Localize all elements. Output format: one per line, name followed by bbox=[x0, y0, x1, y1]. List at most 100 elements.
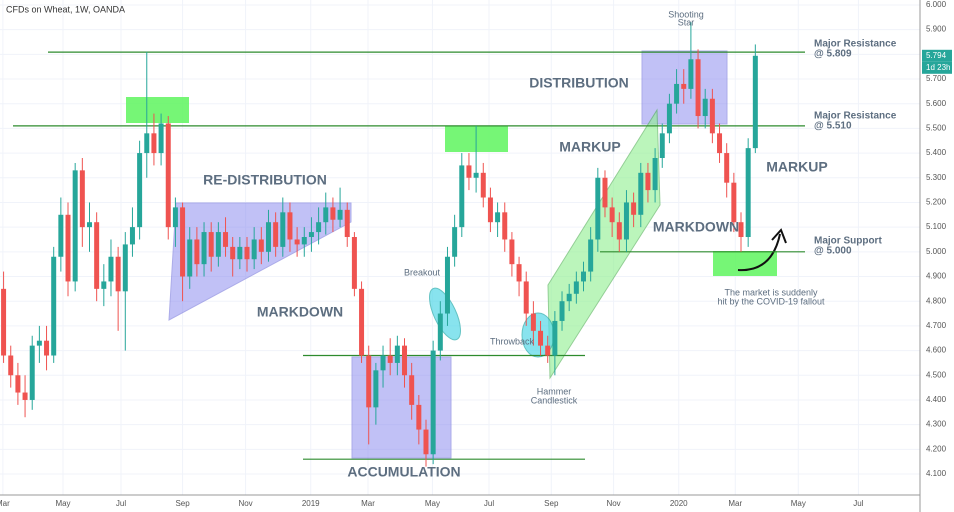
candle-body bbox=[72, 170, 78, 282]
candle-body bbox=[94, 222, 100, 289]
candle-body bbox=[530, 313, 536, 331]
chart-title: CFDs on Wheat, 1W, OANDA bbox=[6, 4, 125, 14]
candle-body bbox=[552, 320, 558, 356]
candle-body bbox=[695, 59, 701, 117]
candle-body bbox=[172, 207, 178, 228]
candle-body bbox=[538, 330, 544, 346]
last-price-box bbox=[922, 49, 952, 62]
candle-body bbox=[631, 202, 637, 215]
countdown-box bbox=[922, 61, 952, 74]
x-tick-label: Mar bbox=[0, 499, 10, 508]
candle-body bbox=[602, 177, 608, 208]
candle-body bbox=[666, 103, 672, 134]
candle-body bbox=[158, 123, 164, 154]
candle-body bbox=[165, 123, 171, 228]
candle-body bbox=[452, 227, 458, 257]
candle-body bbox=[674, 83, 680, 104]
y-tick-label: 5.300 bbox=[926, 173, 947, 182]
candle-body bbox=[609, 207, 615, 223]
candle-body bbox=[330, 207, 336, 220]
candle-body bbox=[573, 281, 579, 294]
candle-body bbox=[144, 133, 150, 154]
candle-body bbox=[409, 375, 415, 405]
annotation: Major Resistance bbox=[814, 39, 897, 50]
y-tick-label: 4.600 bbox=[926, 346, 947, 355]
candle-body bbox=[659, 133, 665, 159]
candle-body bbox=[616, 222, 622, 240]
candle-body bbox=[724, 153, 730, 183]
x-tick-label: May bbox=[791, 499, 806, 508]
x-tick-label: May bbox=[425, 499, 440, 508]
candle-body bbox=[731, 182, 737, 223]
annotation: DISTRIBUTION bbox=[529, 75, 629, 91]
annotations: RE-DISTRIBUTION MARKDOWN ACCUMULATION Break… bbox=[203, 9, 897, 479]
candle-body bbox=[129, 227, 135, 245]
triangle bbox=[168, 202, 352, 321]
annotation: ACCUMULATION bbox=[347, 464, 460, 480]
candle-body bbox=[1, 288, 7, 356]
x-tick-label: Nov bbox=[238, 499, 252, 508]
channel bbox=[547, 108, 661, 380]
candle-body bbox=[516, 264, 522, 282]
candle-body bbox=[487, 197, 493, 223]
candle-body bbox=[394, 345, 400, 363]
candle-body bbox=[51, 256, 57, 356]
candle-body bbox=[122, 244, 128, 292]
y-tick-label: 5.900 bbox=[926, 25, 947, 34]
annotation: Hammer bbox=[537, 386, 572, 396]
candle-body bbox=[208, 232, 214, 257]
breakout-ellipse bbox=[429, 287, 461, 341]
y-tick-label: 5.400 bbox=[926, 148, 947, 157]
candle-body bbox=[8, 355, 14, 376]
y-tick-label: 5.000 bbox=[926, 247, 947, 256]
y-tick-label: 4.400 bbox=[926, 395, 947, 404]
candle-body bbox=[108, 256, 114, 282]
candle-body bbox=[187, 239, 193, 277]
candle-body bbox=[44, 340, 50, 356]
candle-body bbox=[344, 209, 350, 238]
y-tick-label: 4.500 bbox=[926, 370, 947, 379]
candle-body bbox=[194, 239, 200, 265]
y-tick-label: 6.000 bbox=[926, 0, 947, 9]
annotation: RE-DISTRIBUTION bbox=[203, 172, 327, 188]
candle-body bbox=[287, 212, 293, 240]
candle-body bbox=[15, 375, 21, 393]
x-tick-label: Mar bbox=[361, 499, 375, 508]
candle-body bbox=[294, 239, 300, 245]
candle-body bbox=[201, 232, 207, 265]
annotation: MARKDOWN bbox=[653, 219, 739, 235]
candle-body bbox=[387, 355, 393, 363]
candle-body bbox=[29, 345, 35, 400]
x-tick-label: Sep bbox=[544, 499, 559, 508]
candle-body bbox=[22, 392, 28, 400]
candle-body bbox=[402, 345, 408, 376]
annotation: MARKUP bbox=[559, 139, 620, 155]
candle-body bbox=[595, 177, 601, 240]
candle-body bbox=[566, 293, 572, 302]
candle-body bbox=[509, 239, 515, 265]
candle-body bbox=[430, 350, 436, 455]
candle-body bbox=[459, 165, 465, 228]
candle-body bbox=[623, 202, 629, 240]
candle-body bbox=[280, 212, 286, 247]
y-tick-label: 4.900 bbox=[926, 272, 947, 281]
candle-body bbox=[273, 222, 279, 247]
y-tick-label: 5.200 bbox=[926, 198, 947, 207]
annotation: Major Resistance bbox=[814, 111, 897, 122]
zone-box bbox=[126, 97, 189, 123]
x-tick-label: Jul bbox=[116, 499, 126, 508]
annotation: hit by the COVID-19 fallout bbox=[717, 296, 825, 306]
y-tick-label: 5.700 bbox=[926, 74, 947, 83]
candle-body bbox=[502, 212, 508, 240]
candle-body bbox=[523, 281, 529, 314]
candle-body bbox=[588, 239, 594, 272]
candle-body bbox=[258, 239, 264, 252]
candle-body bbox=[702, 98, 708, 117]
candle-body bbox=[223, 232, 229, 247]
y-tick-label: 4.700 bbox=[926, 321, 947, 330]
countdown-label: 1d 23h bbox=[926, 63, 950, 72]
candle-body bbox=[738, 222, 744, 238]
x-tick-label: Jul bbox=[484, 499, 494, 508]
arrow-head bbox=[771, 228, 787, 244]
